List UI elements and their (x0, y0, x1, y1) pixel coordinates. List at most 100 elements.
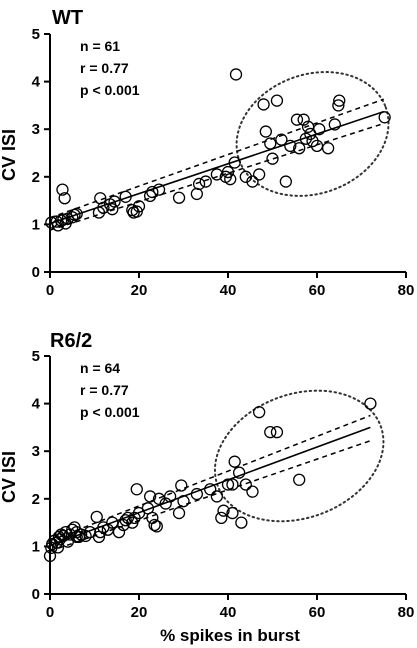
data-point (252, 406, 266, 419)
data-point (313, 123, 326, 136)
data-point (177, 495, 190, 508)
data-point (190, 187, 204, 201)
data-point (56, 183, 69, 196)
stat-n-r62: n = 64 (80, 360, 120, 376)
data-point (332, 99, 345, 112)
data-point (90, 510, 103, 524)
data-point (148, 518, 161, 532)
data-point (264, 137, 277, 150)
data-point (246, 175, 259, 188)
data-point (257, 98, 270, 111)
x-tick-label: 0 (46, 282, 54, 299)
x-tick-label: 60 (309, 604, 326, 621)
data-point (228, 455, 241, 468)
data-point (378, 111, 391, 124)
data-point (252, 168, 266, 181)
data-point (97, 201, 110, 214)
data-point (328, 118, 341, 131)
confidence-lower-line (49, 122, 384, 231)
panel-wt: WT n = 61 r = 0.77 p < 0.001 CV ISI 0 1 2 3… (0, 7, 414, 299)
data-point (45, 216, 58, 229)
x-tick-label: 20 (131, 282, 148, 299)
data-point (132, 200, 146, 213)
stat-p-wt: p < 0.001 (80, 82, 140, 98)
y-tick-label: 5 (32, 26, 40, 43)
data-point (235, 516, 248, 529)
panel-title-wt: WT (52, 7, 83, 29)
data-point (333, 94, 346, 107)
data-point (210, 490, 224, 503)
data-point (199, 175, 212, 188)
data-point (224, 173, 237, 186)
data-point (246, 485, 259, 498)
data-point (58, 192, 71, 205)
data-point (321, 142, 335, 155)
data-point (130, 483, 143, 496)
y-axis-label-r62: CV ISI (0, 451, 19, 503)
y-tick-label: 5 (32, 348, 40, 365)
data-point (192, 177, 206, 191)
y-tick-label: 2 (32, 491, 40, 508)
data-point (146, 185, 159, 199)
y-tick-label: 3 (32, 443, 40, 460)
data-point (259, 125, 272, 138)
data-point (221, 165, 235, 179)
y-tick-label: 1 (32, 538, 40, 555)
y-tick-label: 2 (32, 169, 40, 186)
data-point (215, 511, 228, 524)
y-tick-label: 1 (32, 216, 40, 233)
panel-r62: R6/2 n = 64 r = 0.77 p < 0.001 CV ISI % … (0, 330, 414, 645)
data-point (270, 94, 284, 107)
data-point (108, 195, 121, 208)
y-tick-label: 0 (32, 264, 40, 281)
data-point (279, 175, 293, 188)
x-axis-label: % spikes in burst (160, 626, 300, 645)
x-tick-label: 60 (309, 282, 326, 299)
data-point (43, 549, 57, 563)
data-point (106, 516, 119, 529)
y-tick-label: 0 (32, 586, 40, 603)
y-tick-label: 4 (32, 74, 41, 91)
x-tick-label: 80 (398, 604, 415, 621)
data-point (150, 520, 163, 533)
x-tick-label: 40 (220, 604, 237, 621)
data-point (297, 113, 310, 126)
data-point (266, 152, 279, 165)
data-point (163, 490, 177, 503)
data-point (106, 203, 119, 216)
data-point (112, 525, 126, 539)
data-point (204, 483, 217, 496)
data-point (119, 190, 132, 203)
data-point (119, 514, 132, 527)
y-tick-label: 4 (32, 396, 41, 413)
data-point (229, 68, 243, 81)
confidence-lower-line (49, 440, 371, 552)
panel-title-r62: R6/2 (50, 330, 92, 352)
data-point (143, 490, 157, 503)
data-point (172, 506, 186, 520)
data-point (190, 487, 204, 501)
data-point (70, 530, 83, 544)
data-point (175, 479, 188, 492)
y-tick-label: 3 (32, 121, 40, 138)
data-point (310, 139, 324, 153)
data-point (275, 133, 288, 146)
data-point (159, 497, 172, 510)
data-point (270, 426, 284, 439)
data-point (152, 183, 166, 196)
data-point (293, 142, 306, 155)
stat-n-wt: n = 61 (80, 38, 120, 54)
data-point (293, 473, 306, 486)
data-point (264, 426, 277, 439)
data-point (70, 207, 83, 221)
data-point (132, 506, 146, 520)
x-tick-label: 80 (398, 282, 415, 299)
data-point (284, 139, 297, 153)
data-point (228, 156, 241, 169)
x-tick-label: 40 (220, 282, 237, 299)
stat-p-r62: p < 0.001 (80, 404, 140, 420)
y-axis-label-wt: CV ISI (0, 129, 19, 181)
data-point (221, 478, 235, 491)
data-point (79, 529, 92, 543)
